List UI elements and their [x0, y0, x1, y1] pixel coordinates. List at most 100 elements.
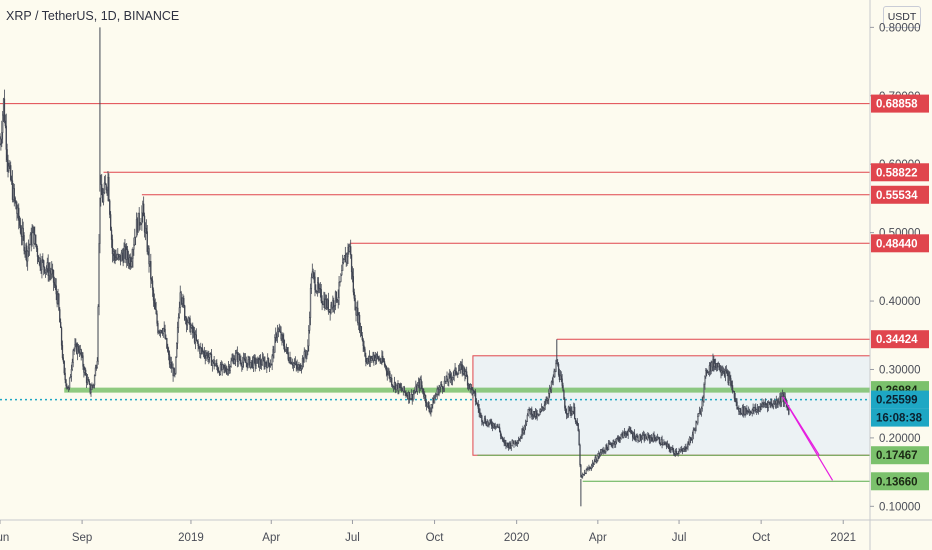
candle-body — [615, 438, 618, 443]
candle-body — [386, 370, 388, 375]
candle-body — [399, 383, 401, 388]
candle-body — [198, 345, 200, 349]
candle-body — [645, 435, 647, 439]
candle-body — [576, 421, 578, 424]
resistance-price-label: 0.68858 — [876, 99, 918, 111]
candle-body — [2, 114, 4, 133]
candle-body — [605, 444, 607, 452]
candle-body — [286, 347, 288, 353]
candle-body — [184, 305, 186, 320]
candle-body — [736, 401, 738, 410]
resistance-price-label: 0.48440 — [876, 238, 918, 250]
support-price-label-bg — [871, 472, 929, 491]
candle-body — [724, 370, 727, 377]
candle-body — [22, 227, 24, 236]
candle-body — [728, 375, 730, 384]
candle-body — [94, 367, 97, 376]
candle-body — [267, 358, 270, 364]
candle-body — [240, 360, 242, 365]
candle-body — [101, 184, 103, 196]
candle-body — [316, 291, 318, 293]
support-price-label-bg — [871, 446, 929, 465]
candle-body — [563, 390, 565, 400]
candle-body — [93, 384, 95, 386]
candle-body — [335, 291, 338, 302]
candle-body — [451, 377, 454, 381]
candle-body — [580, 464, 582, 477]
candle-body — [532, 415, 534, 417]
candle-body — [51, 269, 54, 271]
candle-body — [360, 326, 363, 336]
candle-body — [500, 435, 503, 438]
candle-body — [689, 437, 691, 445]
candle-body — [99, 197, 101, 244]
candle-body — [678, 451, 680, 454]
candle-body — [244, 359, 247, 363]
time-tick-label: Jul — [345, 532, 360, 544]
candle-body — [435, 394, 437, 397]
candle-body — [146, 231, 148, 252]
candle-body — [365, 355, 367, 363]
price-tick-label: 0.80000 — [879, 22, 921, 34]
time-axis[interactable]: Jun Sep 2019 Apr Jul Oct 2020 Apr Jul Oct 2021 — [0, 519, 932, 544]
support-price-label: 0.13660 — [876, 476, 918, 488]
candle-body — [695, 421, 697, 431]
candle-body — [164, 328, 166, 339]
candle-body — [573, 406, 576, 419]
candle-body — [283, 345, 286, 352]
candle-body — [538, 414, 540, 416]
projection-lines — [782, 396, 834, 481]
candle-body — [409, 398, 412, 400]
candle-body — [733, 390, 736, 399]
candle-body — [620, 434, 622, 439]
candle-body — [452, 375, 454, 378]
candle-body — [420, 379, 422, 386]
candle-body — [197, 341, 199, 347]
candle-body — [188, 317, 190, 319]
candle-body — [756, 409, 758, 412]
candle-body — [82, 355, 84, 367]
candle-body — [540, 409, 542, 412]
candle-body — [510, 445, 512, 449]
candle-body — [623, 431, 626, 435]
candle-body — [88, 380, 90, 384]
candle-body — [641, 434, 644, 439]
candle-body — [278, 328, 280, 332]
candle-body — [619, 438, 621, 442]
candle-body — [479, 412, 481, 414]
candle-body — [731, 385, 734, 393]
candle-body — [115, 257, 117, 261]
candle-body — [213, 359, 215, 367]
candle-body — [663, 442, 665, 445]
candle-body — [80, 349, 82, 357]
candle-body — [179, 292, 181, 308]
candle-body — [333, 305, 336, 307]
candle-body — [28, 244, 31, 249]
price-axis[interactable]: 0.100000.200000.300000.400000.500000.600… — [869, 0, 921, 550]
candle-body — [734, 397, 736, 401]
candle-body — [93, 375, 96, 386]
candle-body — [524, 425, 526, 431]
candle-body — [764, 402, 767, 405]
candle-body — [177, 317, 180, 328]
candle-body — [85, 374, 88, 383]
candle-body — [23, 235, 25, 252]
candle-body — [595, 457, 597, 463]
candle-body — [352, 276, 355, 293]
candle-body — [555, 363, 557, 372]
candle-body — [187, 317, 189, 323]
currency-button[interactable]: USDT — [883, 6, 921, 28]
candle-body — [668, 445, 670, 450]
candle-body — [150, 261, 152, 280]
candle-body — [661, 439, 663, 446]
time-tick-label: 2021 — [830, 532, 856, 544]
candle-body — [4, 120, 7, 127]
candle-body — [148, 248, 150, 265]
candle-body — [333, 300, 335, 307]
resistance-price-label: 0.58822 — [876, 167, 918, 179]
candle-body — [110, 229, 113, 240]
candle-body — [648, 434, 650, 437]
candle-body — [222, 364, 224, 366]
candle-body — [120, 252, 123, 262]
